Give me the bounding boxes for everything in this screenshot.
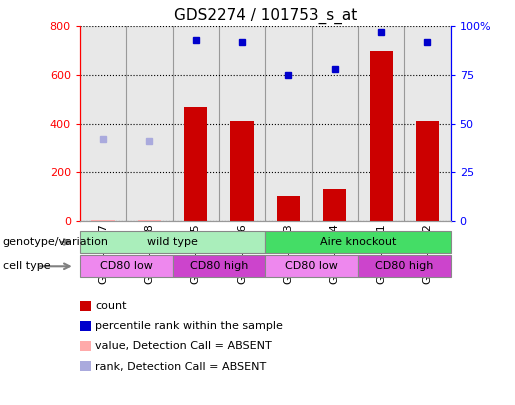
Text: genotype/variation: genotype/variation: [3, 237, 109, 247]
Title: GDS2274 / 101753_s_at: GDS2274 / 101753_s_at: [174, 7, 357, 23]
Text: percentile rank within the sample: percentile rank within the sample: [95, 321, 283, 331]
Text: CD80 low: CD80 low: [285, 261, 338, 271]
Text: CD80 high: CD80 high: [190, 261, 248, 271]
Text: CD80 low: CD80 low: [100, 261, 152, 271]
Bar: [369, 51, 392, 221]
Text: cell type: cell type: [3, 261, 50, 271]
Bar: [416, 121, 439, 221]
Bar: [323, 189, 346, 221]
Bar: [92, 220, 114, 221]
Bar: [138, 220, 161, 221]
Text: value, Detection Call = ABSENT: value, Detection Call = ABSENT: [95, 341, 272, 351]
Bar: [231, 121, 253, 221]
Bar: [184, 107, 207, 221]
Text: wild type: wild type: [147, 237, 198, 247]
Text: CD80 high: CD80 high: [375, 261, 434, 271]
Text: rank, Detection Call = ABSENT: rank, Detection Call = ABSENT: [95, 362, 267, 371]
Text: count: count: [95, 301, 127, 311]
Bar: [277, 196, 300, 221]
Text: Aire knockout: Aire knockout: [320, 237, 396, 247]
